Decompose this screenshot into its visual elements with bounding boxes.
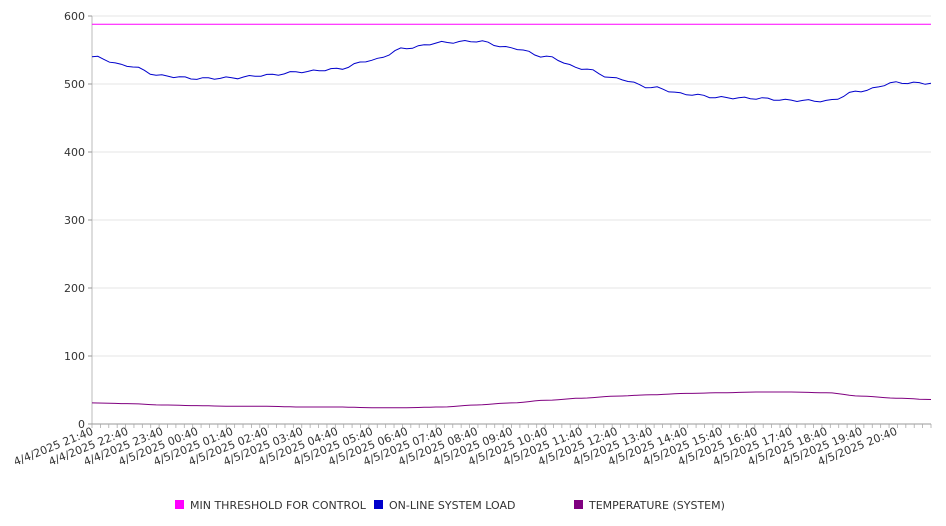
y-tick-label: 100: [64, 350, 85, 363]
y-tick-label: 300: [64, 214, 85, 227]
legend-swatch-2: [574, 500, 583, 509]
grid-lines: [92, 15, 931, 357]
y-tick-label: 600: [64, 10, 85, 23]
y-tick-label: 500: [64, 78, 85, 91]
y-tick-label: 400: [64, 146, 85, 159]
y-tick-label: 0: [78, 418, 85, 431]
legend: MIN THRESHOLD FOR CONTROL ON-LINE SYSTEM …: [175, 499, 725, 512]
y-tick-label: 200: [64, 282, 85, 295]
legend-label-0: MIN THRESHOLD FOR CONTROL: [190, 499, 367, 512]
series-line-1: [91, 39, 932, 103]
series-line-2: [91, 391, 932, 409]
legend-label-2: TEMPERATURE (SYSTEM): [588, 499, 725, 512]
legend-swatch-1: [374, 500, 383, 509]
y-axis-ticks: 0 100 200 300 400 500 600: [64, 10, 92, 431]
legend-swatch-0: [175, 500, 184, 509]
legend-label-1: ON-LINE SYSTEM LOAD: [389, 499, 515, 512]
series-lines: [91, 23, 932, 409]
x-axis-ticks: 4/4/2025 21:404/4/2025 22:404/4/2025 23:…: [12, 424, 932, 468]
